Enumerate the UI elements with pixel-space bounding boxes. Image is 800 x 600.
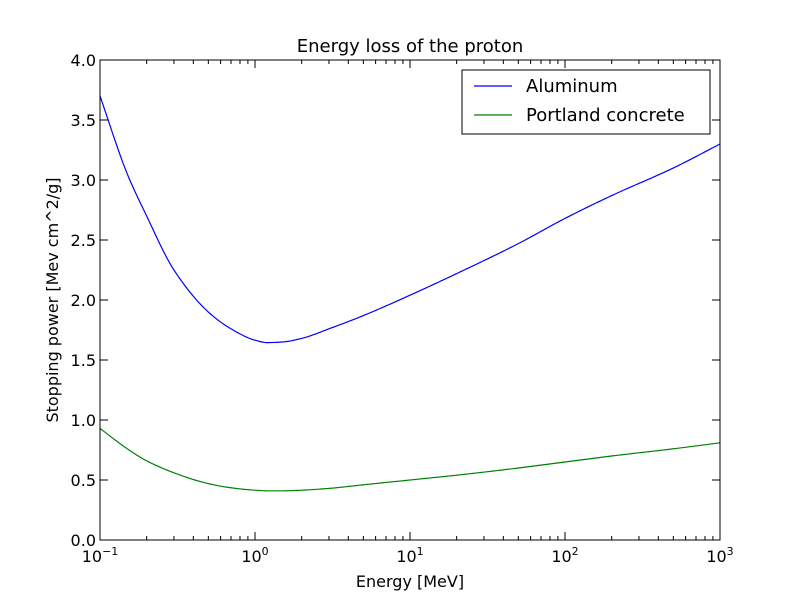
series-line-aluminum <box>99 95 721 344</box>
plot-frame <box>99 59 721 541</box>
x-tick-label: 103 <box>706 545 733 566</box>
legend-box <box>461 69 711 135</box>
tick-layer: 10−1 100 101 102 103 0.0 0.5 1.0 1.5 2.0 2.5 3.0 3.5… <box>71 51 734 566</box>
legend: Aluminum Portland concrete <box>461 69 711 135</box>
legend-label-aluminum: Aluminum <box>526 76 618 97</box>
y-tick-label: 1.5 <box>71 351 96 370</box>
y-tick-label: 3.5 <box>71 111 96 130</box>
y-tick-label: 2.0 <box>71 291 96 310</box>
x-tick-label: 10−1 <box>82 545 119 566</box>
legend-label-portland-concrete: Portland concrete <box>526 105 685 126</box>
series-line-portland-concrete <box>99 427 721 492</box>
y-tick-label: 2.5 <box>71 231 96 250</box>
y-tick-label: 1.0 <box>71 411 96 430</box>
y-tick-label: 0.5 <box>71 471 96 490</box>
x-tick-label: 102 <box>551 545 578 566</box>
y-axis-label: Stopping power [Mev cm^2/g] <box>43 177 62 422</box>
chart-title: Energy loss of the proton <box>297 36 524 57</box>
x-tick-label: 100 <box>241 545 268 566</box>
series-layer <box>99 95 721 492</box>
y-tick-label: 0.0 <box>71 531 96 550</box>
x-axis-label: Energy [MeV] <box>356 572 464 591</box>
y-tick-label: 3.0 <box>71 171 96 190</box>
x-tick-label: 101 <box>396 545 423 566</box>
y-tick-label: 4.0 <box>71 51 96 70</box>
